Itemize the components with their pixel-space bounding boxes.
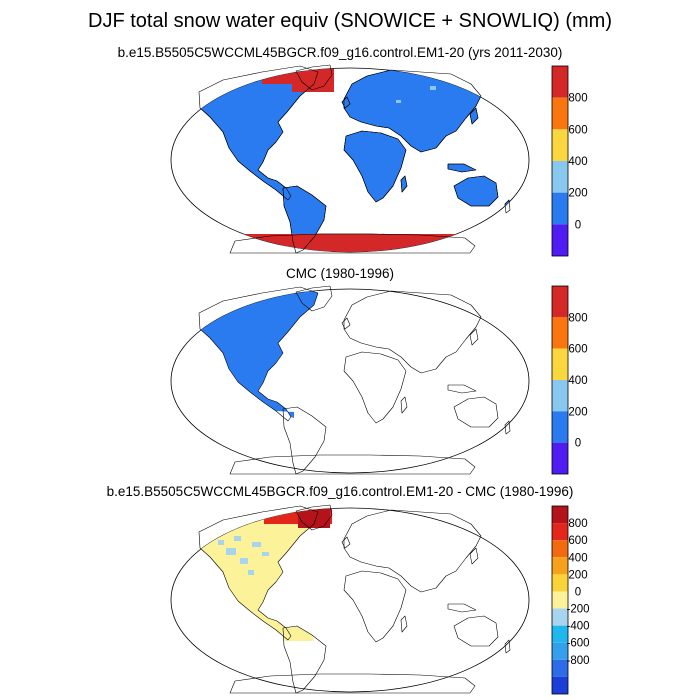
high-swe-arctic (262, 68, 292, 84)
colorbar-tick-label: 800 (568, 312, 587, 324)
colorbar-swatch (552, 348, 568, 380)
colorbar-swatch (552, 506, 568, 524)
colorbar-1: 800 600 400 200 0 (551, 65, 588, 257)
colorbar-border (551, 65, 569, 257)
colorbar-border (551, 285, 569, 475)
colorbar-swatch (552, 317, 568, 349)
panel-2-map (170, 285, 530, 475)
colorbar-swatch (552, 97, 568, 130)
colorbar-swatch (552, 625, 568, 643)
colorbar-swatch (552, 642, 568, 660)
snow-field (199, 289, 318, 418)
diff-patch (252, 542, 261, 547)
colorbar-tick-label: 0 (575, 438, 581, 450)
colorbar-swatch (552, 574, 568, 592)
panel-2-title: CMC (1980-1996) (285, 266, 395, 281)
colorbar-swatch (552, 161, 568, 193)
diff-patch (234, 536, 241, 541)
colorbar-tick-label: -600 (566, 638, 589, 650)
obs-north-america (199, 289, 318, 418)
colorbar-tick-label: 800 (568, 518, 587, 530)
panel-1-map (170, 64, 530, 254)
colorbar-swatch (552, 192, 568, 225)
colorbar-tick-label: -200 (566, 604, 589, 616)
panel-3-map (170, 504, 530, 694)
colorbar-tick-label: 800 (568, 93, 587, 105)
colorbar-tick-label: 0 (575, 586, 581, 598)
diff-south-america (283, 626, 314, 641)
diff-patch (262, 552, 269, 556)
diff-patch (226, 548, 236, 555)
diff-north-america (199, 508, 318, 640)
colorbar-2: 800 600 400 200 0 (551, 285, 588, 475)
colorbar-swatch (552, 523, 568, 541)
colorbar-tick-label: 200 (568, 406, 587, 418)
colorbar-swatch (552, 380, 568, 412)
colorbar-tick-label: 400 (568, 156, 587, 168)
colorbar-swatch (552, 129, 568, 161)
colorbar-swatch (552, 411, 568, 443)
swe-patch (396, 100, 401, 103)
high-swe-greenland (292, 68, 334, 92)
colorbar-tick-label: 600 (568, 124, 587, 136)
colorbar-tick-label: -400 (566, 621, 589, 633)
colorbar-tick-label: 600 (568, 344, 587, 356)
colorbar-border (551, 505, 569, 695)
diff-patch (218, 540, 224, 545)
colorbar-swatch (552, 442, 568, 474)
colorbar-swatch (552, 66, 568, 98)
colorbar-tick-label: 200 (568, 569, 587, 581)
colorbar-swatch (552, 224, 568, 256)
colorbar-3: 800 600 400 200 0 -200 -400 -600 -800 (551, 505, 590, 695)
colorbar-tick-label: 200 (568, 188, 587, 200)
colorbar-swatch (552, 608, 568, 626)
colorbar-tick-label: -800 (566, 655, 589, 667)
panel-3-title: b.e15.B5505C5WCCML45BGCR.f09_g16.control… (106, 484, 574, 499)
colorbar-swatch (552, 676, 568, 694)
colorbar-tick-label: 400 (568, 552, 587, 564)
colorbar-swatch (552, 659, 568, 677)
panel-1-title: b.e15.B5505C5WCCML45BGCR.f09_g16.control… (117, 45, 563, 60)
diff-patch (248, 570, 254, 575)
diff-patch (240, 558, 248, 564)
colorbar-swatch (552, 557, 568, 575)
colorbar-swatch (552, 540, 568, 558)
colorbar-swatch (552, 591, 568, 609)
colorbar-tick-label: 600 (568, 535, 587, 547)
colorbar-swatch (552, 286, 568, 318)
diff-high-greenland (298, 508, 330, 528)
figure-title: DJF total snow water equiv (SNOWICE + SN… (88, 10, 612, 32)
swe-patch (430, 86, 436, 90)
colorbar-tick-label: 0 (575, 219, 581, 231)
colorbar-tick-label: 400 (568, 375, 587, 387)
